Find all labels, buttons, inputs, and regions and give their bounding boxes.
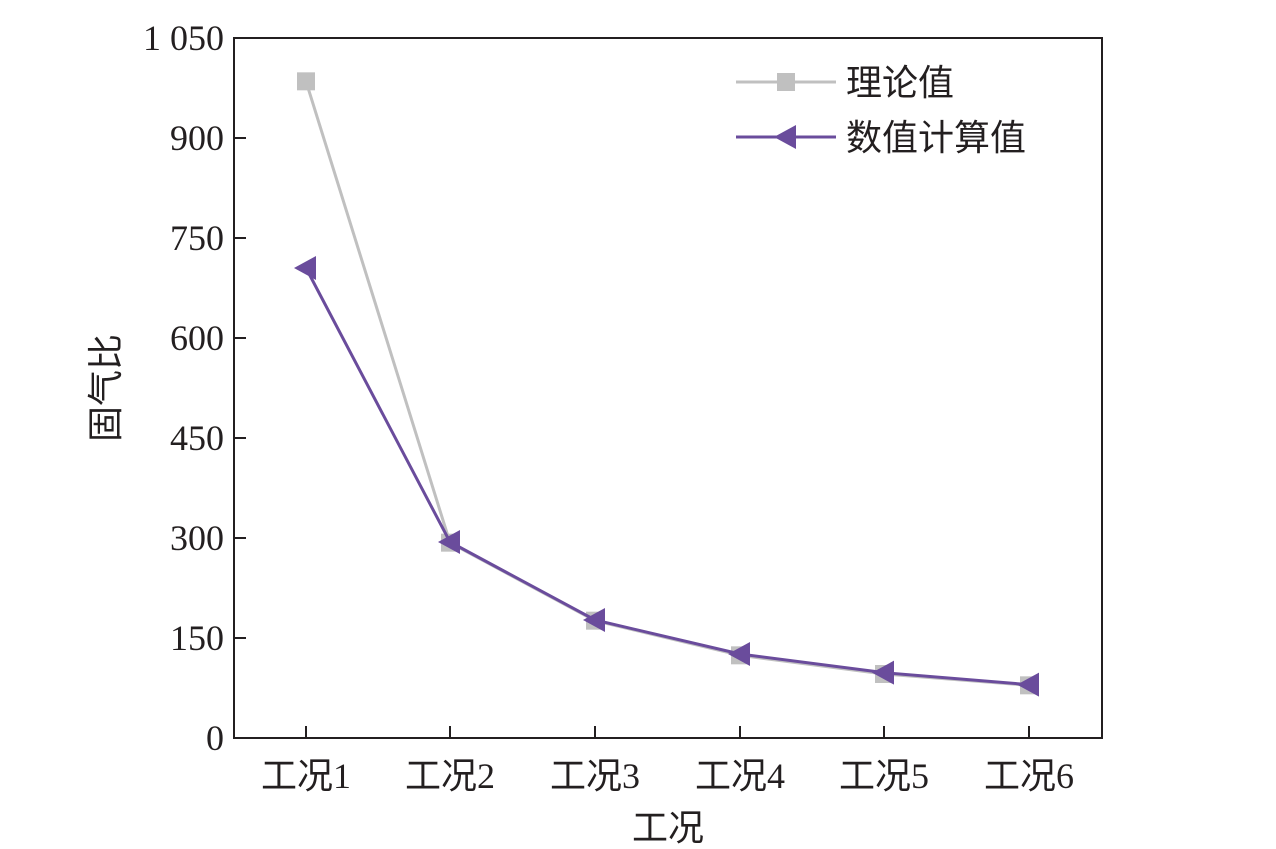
series-2-point	[1017, 672, 1039, 697]
y-tick-label: 150	[170, 618, 224, 658]
series-2-line	[304, 267, 1030, 687]
y-tick-label: 450	[170, 418, 224, 458]
series-2-point	[728, 642, 750, 666]
x-tick-label: 工况3	[550, 756, 640, 796]
y-tick-label: 750	[170, 218, 224, 258]
x-tick-label: 工况4	[695, 756, 785, 796]
x-axis-title: 工况	[632, 808, 704, 849]
series-2-point	[583, 608, 605, 632]
x-axis: 工况1 工况2 工况3 工况4 工况5 工况6	[261, 726, 1074, 796]
y-axis-title: 固气比	[86, 334, 127, 442]
series-2-point	[438, 530, 460, 554]
y-tick-label: 900	[170, 118, 224, 158]
y-tick-label: 300	[170, 518, 224, 558]
legend-label: 数值计算值	[846, 118, 1026, 159]
x-tick-label: 工况6	[984, 756, 1074, 796]
series-2-point	[872, 660, 894, 685]
series-2	[294, 256, 1039, 697]
x-tick-label: 工况5	[839, 756, 929, 796]
y-axis: 0 150 300 450 600 750 900 1 050	[143, 18, 246, 758]
legend-marker	[777, 73, 795, 91]
legend-marker	[774, 125, 796, 149]
y-tick-label: 600	[170, 318, 224, 358]
x-tick-label: 工况2	[405, 756, 495, 796]
plot-frame	[233, 37, 1103, 739]
y-tick-label: 0	[206, 718, 224, 758]
x-tick-label: 工况1	[261, 756, 351, 796]
series-1-line	[304, 80, 1030, 687]
series-layer	[294, 72, 1039, 697]
series-1-point	[297, 72, 315, 91]
y-tick-label: 1 050	[143, 18, 224, 58]
legend-label: 理论值	[846, 63, 954, 104]
series-1	[297, 72, 1038, 695]
series-2-point	[294, 256, 316, 280]
